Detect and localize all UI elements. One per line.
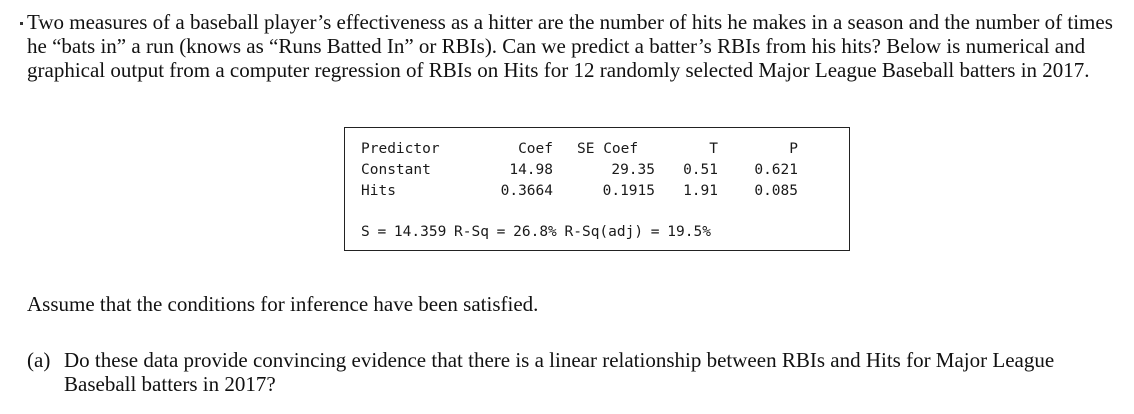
intro-paragraph: Two measures of a baseball player’s effe… (27, 10, 1113, 82)
header-coef: Coef (518, 141, 553, 157)
question-a-label: (a) (27, 348, 51, 372)
header-p: P (789, 141, 798, 157)
bullet-dot (20, 22, 23, 25)
header-se-coef: SE Coef (577, 141, 639, 157)
row-hits-t: 1.91 (683, 183, 718, 199)
row-hits-coef: 0.3664 (500, 183, 553, 199)
header-predictor: Predictor (361, 141, 440, 157)
row-constant-coef: 14.98 (509, 162, 553, 178)
question-a-text: Do these data provide convincing evidenc… (64, 348, 1055, 396)
row-hits-predictor: Hits (361, 183, 396, 199)
header-t: T (709, 141, 718, 157)
row-constant-predictor: Constant (361, 162, 431, 178)
row-constant-se-coef: 29.35 (611, 162, 655, 178)
assumption-text: Assume that the conditions for inference… (27, 292, 539, 316)
regression-summary: S = 14.359 R-Sq = 26.8% R-Sq(adj) = 19.5… (361, 224, 711, 240)
row-hits-se-coef: 0.1915 (602, 183, 655, 199)
row-hits-p: 0.085 (754, 183, 798, 199)
row-constant-p: 0.621 (754, 162, 798, 178)
row-constant-t: 0.51 (683, 162, 718, 178)
regression-output-box: Predictor Coef SE Coef T P Constant 14.9… (344, 127, 850, 251)
